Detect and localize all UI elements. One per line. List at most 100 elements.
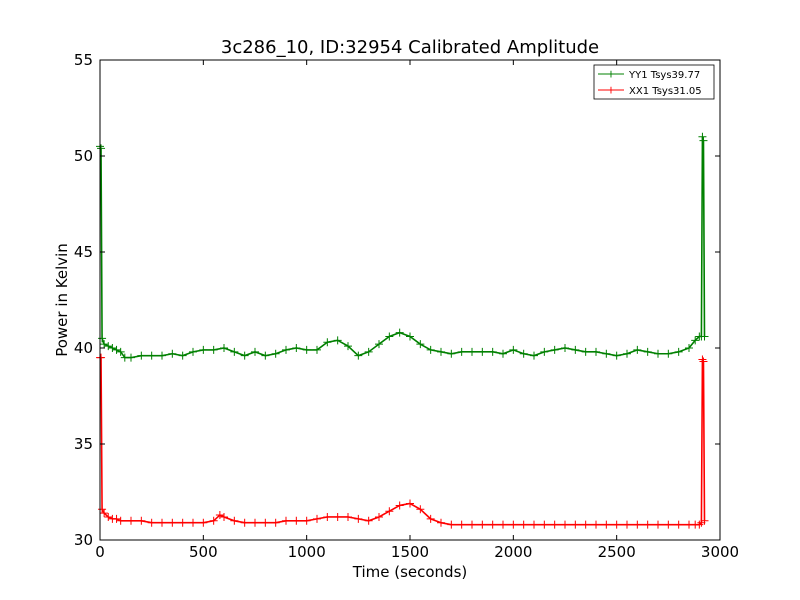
x-tick-label-3000: 3000 [701, 543, 739, 561]
legend-marker-xx: + [606, 84, 615, 97]
point-xx-20 [240, 518, 249, 527]
point-xx-24 [282, 516, 290, 525]
point-xx-41 [457, 520, 466, 529]
point-xx-54 [592, 520, 600, 529]
point-xx-15 [199, 518, 208, 527]
series-line-yy [99, 136, 706, 359]
point-yy-53 [581, 347, 590, 356]
point-yy-50 [550, 345, 559, 354]
point-yy-34 [385, 332, 394, 341]
point-yy-39 [437, 347, 445, 356]
point-yy-7 [116, 347, 125, 356]
point-yy-11 [147, 351, 156, 360]
point-yy-62 [674, 347, 683, 356]
point-yy-19 [230, 347, 239, 356]
point-yy-6 [112, 345, 121, 354]
point-yy-55 [602, 349, 611, 358]
series-yy [96, 132, 709, 362]
point-xx-18 [220, 512, 228, 521]
point-xx-25 [292, 516, 301, 525]
point-xx-26 [302, 516, 311, 525]
point-yy-10 [137, 351, 146, 360]
point-xx-29 [333, 512, 342, 521]
point-xx-12 [168, 518, 177, 527]
point-yy-5 [108, 344, 117, 352]
series-layer [96, 132, 709, 529]
point-yy-32 [364, 347, 373, 356]
point-yy-40 [447, 349, 456, 358]
point-yy-30 [344, 342, 352, 351]
point-xx-30 [344, 512, 352, 521]
point-xx-36 [406, 499, 414, 508]
point-xx-1 [97, 353, 106, 362]
y-axis-label: Power in Kelvin [53, 243, 71, 357]
x-tick-label-1000: 1000 [288, 543, 326, 561]
point-yy-27 [313, 345, 321, 354]
point-yy-56 [612, 351, 621, 360]
point-yy-9 [127, 353, 135, 362]
series-line-xx [100, 356, 706, 526]
point-yy-17 [209, 345, 218, 354]
point-yy-57 [623, 349, 631, 358]
point-xx-56 [612, 520, 621, 529]
point-xx-42 [468, 520, 476, 529]
x-tick-label-500: 500 [189, 543, 218, 561]
point-yy-22 [261, 351, 270, 360]
point-yy-67 [698, 132, 707, 141]
point-yy-51 [561, 344, 569, 352]
legend: + YY1 Tsys39.77 + XX1 Tsys31.05 [593, 64, 715, 100]
point-xx-27 [313, 514, 321, 523]
point-xx-59 [643, 520, 652, 529]
x-tick-label-1500: 1500 [391, 543, 429, 561]
point-xx-39 [437, 518, 445, 527]
point-xx-67 [698, 355, 707, 364]
point-xx-33 [375, 512, 383, 521]
point-xx-65 [695, 520, 704, 529]
point-xx-45 [499, 520, 507, 529]
point-xx-44 [488, 520, 497, 529]
point-xx-10 [147, 518, 156, 527]
point-yy-38 [426, 345, 435, 354]
point-yy-12 [158, 351, 166, 360]
point-xx-14 [189, 518, 197, 527]
point-yy-18 [220, 344, 228, 352]
point-yy-15 [189, 347, 197, 356]
point-xx-58 [633, 520, 642, 529]
point-xx-13 [178, 518, 187, 527]
point-yy-28 [323, 338, 332, 347]
y-tick-label-35: 35 [74, 435, 93, 453]
point-yy-16 [199, 345, 208, 354]
point-xx-55 [602, 520, 611, 529]
point-yy-48 [530, 351, 538, 360]
point-xx-47 [519, 520, 528, 529]
point-yy-68 [699, 136, 708, 145]
point-xx-28 [323, 512, 332, 521]
point-yy-63 [685, 344, 693, 352]
point-yy-46 [509, 345, 518, 354]
y-tick-label-55: 55 [74, 51, 93, 69]
point-yy-44 [488, 347, 497, 356]
point-xx-50 [550, 520, 559, 529]
point-yy-69 [700, 332, 709, 341]
point-yy-54 [592, 347, 600, 356]
point-yy-33 [375, 340, 383, 349]
point-yy-1 [97, 144, 106, 153]
point-xx-9 [137, 516, 146, 525]
y-tick-label-30: 30 [74, 531, 93, 549]
point-yy-29 [333, 336, 342, 345]
point-xx-61 [664, 520, 673, 529]
point-yy-47 [519, 349, 528, 358]
point-xx-40 [447, 520, 456, 529]
legend-label-yy: YY1 Tsys39.77 [628, 70, 700, 81]
point-yy-23 [271, 349, 280, 358]
legend-marker-yy: + [606, 68, 615, 81]
point-xx-2 [98, 505, 107, 514]
point-xx-52 [571, 520, 580, 529]
point-xx-68 [699, 357, 708, 366]
point-xx-32 [364, 516, 373, 525]
point-xx-4 [104, 512, 113, 521]
point-xx-43 [478, 520, 487, 529]
legend-box [593, 64, 715, 100]
point-yy-43 [478, 347, 487, 356]
